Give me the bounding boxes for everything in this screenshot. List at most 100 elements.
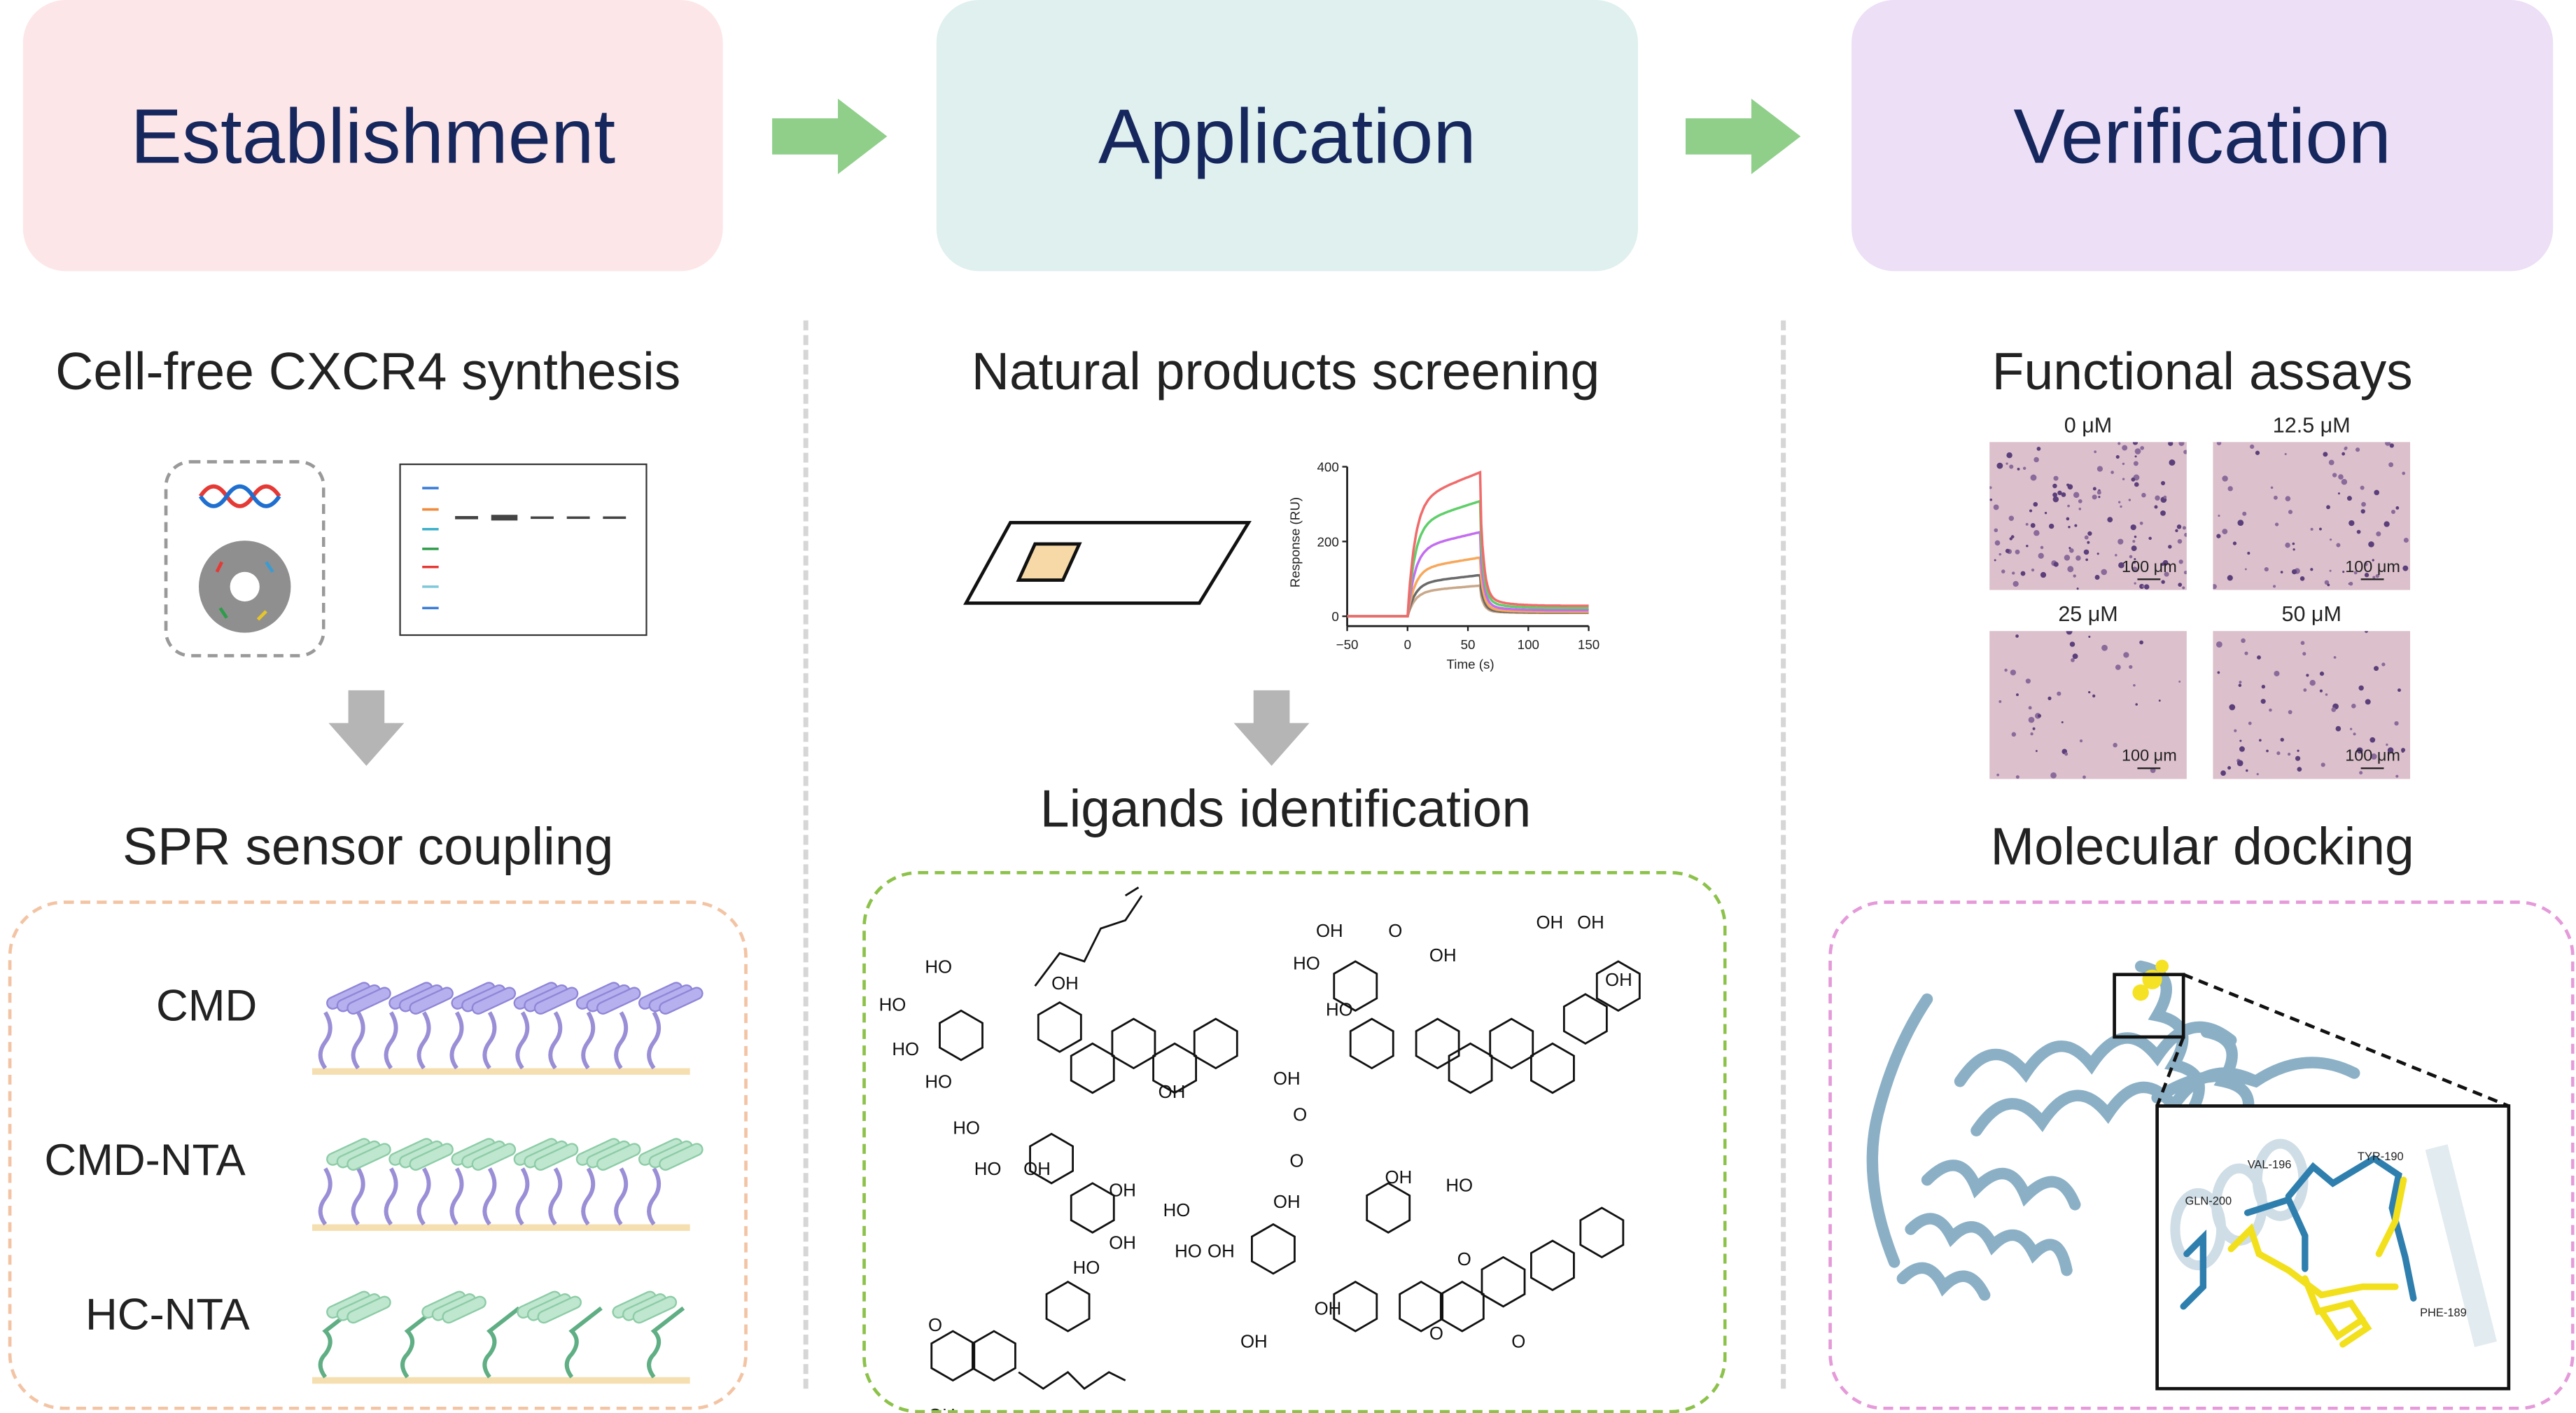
- cell: [2068, 525, 2071, 529]
- cell: [2348, 520, 2355, 527]
- cell: [2012, 580, 2019, 587]
- cell: [2288, 710, 2292, 714]
- ring: [930, 1330, 976, 1382]
- cell: [2329, 538, 2332, 541]
- cell: [2025, 678, 2031, 684]
- residue-label: PHE-189: [2420, 1307, 2467, 1319]
- cell: [2010, 669, 2017, 676]
- cell: [2395, 506, 2400, 510]
- cell: [2141, 492, 2146, 498]
- cell: [2402, 471, 2406, 475]
- atom-label: O: [928, 1316, 942, 1335]
- cell: [2123, 652, 2129, 658]
- cell: [2040, 545, 2044, 550]
- protein-helix: [409, 1143, 454, 1171]
- cell: [2216, 534, 2221, 538]
- cell: [2035, 750, 2038, 752]
- cell: [2087, 531, 2092, 536]
- dextran-chain: [351, 1011, 365, 1070]
- atom-label: HO: [974, 1160, 1002, 1179]
- cell: [2092, 487, 2096, 491]
- cell: [2052, 483, 2057, 489]
- cell: [2389, 443, 2394, 448]
- protein-helix: [409, 987, 454, 1015]
- cell: [2040, 571, 2047, 578]
- cell: [2061, 721, 2064, 724]
- cell: [2276, 751, 2281, 756]
- cell: [2053, 475, 2059, 481]
- cell: [2356, 447, 2360, 452]
- ring: [1489, 1017, 1534, 1070]
- cell: [2096, 466, 2104, 472]
- concentration-label: 50 μM: [2281, 601, 2342, 627]
- atom-label: OH: [1109, 1234, 1136, 1253]
- protein-helix: [632, 1295, 678, 1324]
- dextran-chain: [548, 1011, 563, 1070]
- cell: [2033, 501, 2038, 507]
- atom-label: OH: [1605, 970, 1632, 990]
- atom-label: OH: [1158, 1083, 1186, 1102]
- cell: [2227, 486, 2233, 492]
- residue-label: VAL-196: [2248, 1159, 2292, 1171]
- protein-helix: [596, 987, 641, 1015]
- dextran-chain: [614, 1167, 629, 1226]
- atom-label: HO: [892, 1040, 919, 1059]
- cell: [2291, 569, 2297, 575]
- cell: [2064, 752, 2068, 756]
- cell: [2364, 631, 2369, 633]
- cell: [2370, 737, 2376, 743]
- atom-label: O: [1457, 1250, 1471, 1269]
- cell: [2285, 542, 2290, 548]
- cell: [2129, 555, 2133, 559]
- cell: [2016, 693, 2019, 697]
- cell: [2038, 552, 2044, 559]
- cell: [2073, 574, 2076, 578]
- cell: [2250, 444, 2255, 449]
- cell: [2342, 452, 2346, 456]
- cell: [2227, 575, 2233, 581]
- cell: [2323, 452, 2328, 457]
- cell: [2346, 496, 2352, 501]
- cell: [2071, 657, 2075, 662]
- atom-label: HO: [953, 1118, 980, 1138]
- ring: [1037, 1001, 1082, 1053]
- cell: [2154, 505, 2158, 509]
- cell: [2132, 540, 2136, 543]
- cell: [2175, 529, 2178, 532]
- cell: [2238, 683, 2242, 688]
- cell: [2118, 442, 2121, 445]
- cell: [2122, 478, 2125, 480]
- transwell-micrograph: 100 μm: [1989, 442, 2187, 590]
- cell: [2005, 548, 2010, 553]
- cell: [2066, 483, 2070, 487]
- cell: [2331, 707, 2337, 712]
- cell: [2242, 511, 2247, 516]
- scale-bar: 100 μm: [2345, 559, 2400, 580]
- synthesis-title: Cell-free CXCR4 synthesis: [55, 342, 681, 401]
- dextran-chain: [351, 1167, 365, 1226]
- cell: [2234, 729, 2237, 732]
- chip-label-cmd-nta: CMD-NTA: [44, 1135, 246, 1185]
- cell: [2178, 442, 2185, 446]
- cell: [2130, 524, 2136, 531]
- cell: [2139, 640, 2143, 645]
- cell: [2148, 536, 2152, 541]
- cell: [2309, 680, 2316, 686]
- atom-label: HO: [925, 1073, 952, 1092]
- dextran-chain: [548, 1167, 563, 1226]
- cell: [2178, 559, 2183, 564]
- cell: [2183, 571, 2187, 575]
- cell: [2329, 569, 2332, 572]
- cell: [2285, 496, 2291, 501]
- cell: [2360, 509, 2365, 514]
- ring: [1530, 1239, 1575, 1292]
- atom-label: OH: [1273, 1192, 1301, 1212]
- header-verification: Verification: [1851, 0, 2554, 272]
- x-axis-label: Time (s): [1447, 657, 1494, 671]
- cell: [2074, 524, 2078, 527]
- cell: [2140, 445, 2145, 450]
- header-application: Application: [936, 0, 1638, 272]
- ring: [1070, 1182, 1115, 1234]
- cell: [2133, 461, 2138, 466]
- cell: [2217, 671, 2220, 674]
